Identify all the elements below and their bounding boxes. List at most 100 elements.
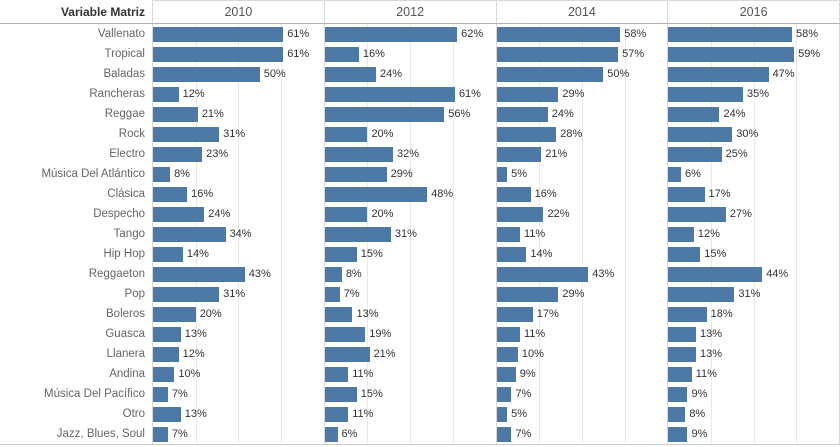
bar[interactable]: [153, 126, 220, 142]
bar[interactable]: [153, 226, 226, 242]
bar[interactable]: [668, 166, 682, 182]
bar[interactable]: [153, 86, 179, 102]
bar[interactable]: [496, 66, 604, 82]
bar-value-label: 9%: [691, 388, 708, 400]
bar[interactable]: [324, 106, 445, 122]
bar[interactable]: [668, 66, 769, 82]
bar[interactable]: [668, 386, 688, 402]
bar[interactable]: [324, 126, 368, 142]
bar[interactable]: [153, 346, 179, 362]
bar[interactable]: [324, 246, 357, 262]
bar[interactable]: [668, 146, 722, 162]
bar[interactable]: [153, 146, 203, 162]
bar-value-label: 12%: [182, 348, 205, 360]
bar[interactable]: [153, 266, 245, 282]
bar[interactable]: [153, 386, 168, 402]
bar-value-label: 11%: [352, 368, 374, 380]
bar[interactable]: [496, 226, 520, 242]
bar[interactable]: [496, 386, 512, 402]
bar[interactable]: [668, 46, 795, 62]
bar[interactable]: [153, 246, 183, 262]
bar[interactable]: [496, 26, 621, 42]
bar[interactable]: [324, 146, 394, 162]
bar[interactable]: [496, 106, 548, 122]
bar-row: 58%: [496, 24, 668, 44]
bar[interactable]: [496, 326, 520, 342]
bar[interactable]: [153, 406, 181, 422]
bar-row: 59%: [668, 44, 839, 64]
bar-row: 21%: [496, 144, 668, 164]
bar[interactable]: [324, 46, 359, 62]
bar[interactable]: [153, 366, 175, 382]
bar[interactable]: [668, 206, 726, 222]
bar[interactable]: [324, 226, 391, 242]
bar-value-label: 14%: [186, 248, 209, 260]
bar[interactable]: [153, 26, 284, 42]
bar[interactable]: [496, 186, 531, 202]
bar[interactable]: [668, 126, 733, 142]
bar-row: 22%: [496, 204, 668, 224]
bar-row: 62%: [324, 24, 496, 44]
bar[interactable]: [496, 246, 527, 262]
bar[interactable]: [324, 166, 387, 182]
bar[interactable]: [668, 186, 705, 202]
bar[interactable]: [668, 246, 701, 262]
bar-row: 11%: [668, 364, 839, 384]
bar[interactable]: [668, 306, 707, 322]
bar[interactable]: [496, 166, 508, 182]
bar[interactable]: [324, 206, 368, 222]
bar[interactable]: [668, 366, 692, 382]
bar[interactable]: [153, 166, 171, 182]
bar[interactable]: [324, 266, 342, 282]
bar[interactable]: [668, 86, 743, 102]
bar[interactable]: [153, 286, 220, 302]
bar-row: 35%: [668, 84, 839, 104]
bar[interactable]: [668, 426, 688, 442]
bar[interactable]: [668, 346, 696, 362]
bar[interactable]: [496, 426, 512, 442]
bar[interactable]: [496, 146, 542, 162]
bar[interactable]: [324, 426, 338, 442]
bar[interactable]: [496, 286, 559, 302]
bar[interactable]: [324, 86, 455, 102]
bar[interactable]: [153, 46, 284, 62]
bar[interactable]: [324, 406, 349, 422]
bar[interactable]: [153, 306, 196, 322]
bar[interactable]: [153, 66, 260, 82]
bar[interactable]: [668, 226, 694, 242]
bar[interactable]: [668, 106, 720, 122]
bar[interactable]: [496, 346, 518, 362]
bar[interactable]: [153, 326, 181, 342]
bar[interactable]: [324, 286, 340, 302]
bar[interactable]: [668, 26, 793, 42]
bar[interactable]: [496, 366, 516, 382]
bar[interactable]: [496, 46, 619, 62]
bar[interactable]: [324, 366, 349, 382]
bar[interactable]: [324, 26, 458, 42]
bar[interactable]: [668, 266, 763, 282]
bar[interactable]: [496, 206, 544, 222]
bar[interactable]: [324, 66, 376, 82]
bar[interactable]: [496, 86, 559, 102]
bar[interactable]: [153, 426, 168, 442]
bar[interactable]: [496, 266, 589, 282]
year-panel: 62% 16% 24% 61% 56% 20% 32% 29% 48% 20% 31% 15% 8% 7%…: [323, 24, 496, 444]
bar[interactable]: [668, 326, 696, 342]
bar[interactable]: [153, 106, 198, 122]
bar[interactable]: [668, 406, 686, 422]
bar[interactable]: [153, 186, 188, 202]
bar[interactable]: [324, 346, 370, 362]
bar[interactable]: [496, 126, 557, 142]
bar[interactable]: [496, 306, 533, 322]
bar[interactable]: [324, 326, 366, 342]
bar[interactable]: [496, 406, 508, 422]
bar[interactable]: [153, 206, 205, 222]
bar-row: 9%: [496, 364, 668, 384]
year-header-2010: 2010: [152, 0, 324, 23]
bar-row: 13%: [668, 344, 839, 364]
bar[interactable]: [324, 186, 428, 202]
bar[interactable]: [324, 306, 353, 322]
bar-value-label: 20%: [371, 208, 394, 220]
bar[interactable]: [668, 286, 735, 302]
bar[interactable]: [324, 386, 357, 402]
